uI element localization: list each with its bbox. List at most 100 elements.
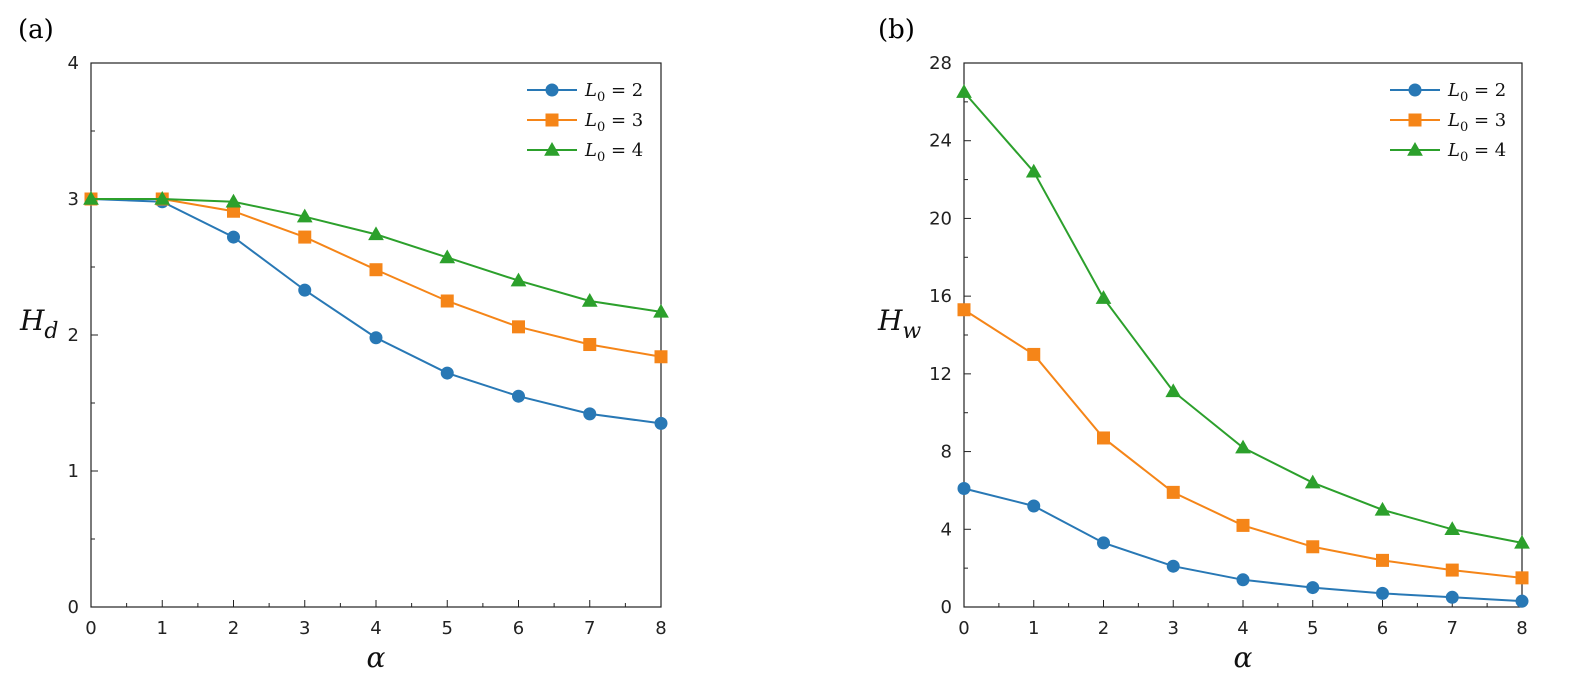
legend-marker [1408,113,1422,127]
x-tick-label: 1 [1028,618,1039,639]
data-point [1235,439,1251,454]
data-point [581,292,598,307]
data-point [1095,290,1112,304]
data-point [1444,521,1461,536]
x-axis-label: α [367,641,386,674]
x-tick-label: 0 [958,618,969,639]
x-tick-label: 2 [228,618,239,639]
y-tick-label: 16 [929,286,952,307]
series-line [963,91,1523,544]
legend-marker [545,113,559,127]
x-tick-label: 4 [370,618,381,639]
legend-marker [1408,83,1422,97]
series-4-group [83,190,669,318]
data-point [369,263,383,277]
legend-label: L0 = 4 [1447,140,1506,165]
legend-label: L0 = 3 [584,110,643,135]
y-axis-label: Hw [877,304,921,344]
data-point [654,350,668,364]
legend: L0 = 2L0 = 3L0 = 4 [527,80,643,165]
legend-label-value: = 4 [1468,140,1506,161]
y-axis-label: Hd [19,304,59,344]
y-tick-label: 3 [68,189,79,210]
x-tick-label: 3 [1168,618,1179,639]
legend-label-sub: 0 [1460,150,1468,165]
x-tick-label: 4 [1237,618,1248,639]
x-tick-label: 5 [1307,618,1318,639]
y-tick-label: 8 [941,442,952,463]
x-tick-label: 6 [1377,618,1388,639]
y-axis-label-sub: d [44,319,58,344]
x-tick-label: 5 [442,618,453,639]
data-point [1027,499,1041,513]
y-tick-label: 24 [929,131,952,152]
x-tick-label: 7 [1447,618,1458,639]
data-point [1097,431,1110,445]
x-tick-label: 8 [1516,618,1527,639]
data-point [956,84,972,98]
x-tick-label: 0 [85,618,96,639]
data-point [1304,474,1321,489]
data-point [653,303,669,318]
data-point [1374,501,1391,516]
legend-label-value: = 2 [605,80,643,101]
panel-label: (a) [18,15,54,45]
y-tick-label: 0 [941,597,952,618]
x-tick-label: 7 [584,618,595,639]
data-point [1025,163,1042,178]
legend-label-value: = 3 [605,110,643,131]
data-point [298,283,312,297]
x-tick-label: 3 [299,618,310,639]
data-point [296,208,313,223]
data-point [512,320,525,334]
series-3-group [957,303,1529,585]
data-point [83,190,99,205]
legend-label-sub: 0 [597,90,605,105]
data-point [510,272,527,287]
data-point [1097,536,1110,550]
y-axis-label-main: H [19,304,45,337]
legend-label: L0 = 3 [1447,110,1506,135]
data-point [369,331,383,345]
x-tick-label: 8 [655,618,666,639]
x-tick-label: 2 [1098,618,1109,639]
data-point [1376,586,1389,600]
data-point [583,338,597,352]
data-point [1515,571,1529,585]
legend-label-sub: 0 [597,150,605,165]
y-tick-label: 0 [68,597,79,618]
legend-label-main: L [1447,140,1460,161]
legend-label-value: = 4 [605,140,643,161]
y-axis-label-main: H [877,304,903,337]
legend-label-main: L [584,110,597,131]
series-2-group [957,481,1529,608]
data-point [440,294,454,308]
data-point [957,303,971,317]
panel-label: (b) [878,15,915,45]
data-point [439,249,456,264]
data-point [1027,347,1041,361]
data-point [1236,518,1250,532]
legend-label: L0 = 2 [1447,80,1506,105]
data-point [1166,485,1180,499]
legend: L0 = 2L0 = 3L0 = 4 [1390,80,1506,165]
legend-label-main: L [1447,110,1460,131]
y-tick-label: 2 [68,325,79,346]
legend-label-value: = 2 [1468,80,1506,101]
data-point [440,366,454,380]
data-point [1514,534,1530,549]
data-point [1165,383,1182,398]
data-point [154,190,171,205]
data-point [1445,590,1459,604]
y-axis-label-sub: w [902,319,921,344]
legend-label-sub: 0 [1460,120,1468,135]
data-point [1236,573,1250,587]
legend-label-main: L [584,80,597,101]
data-point [1306,581,1320,595]
series-4-group [956,84,1530,549]
data-point [1376,553,1389,567]
legend-label-main: L [584,140,597,161]
data-point [225,193,242,208]
